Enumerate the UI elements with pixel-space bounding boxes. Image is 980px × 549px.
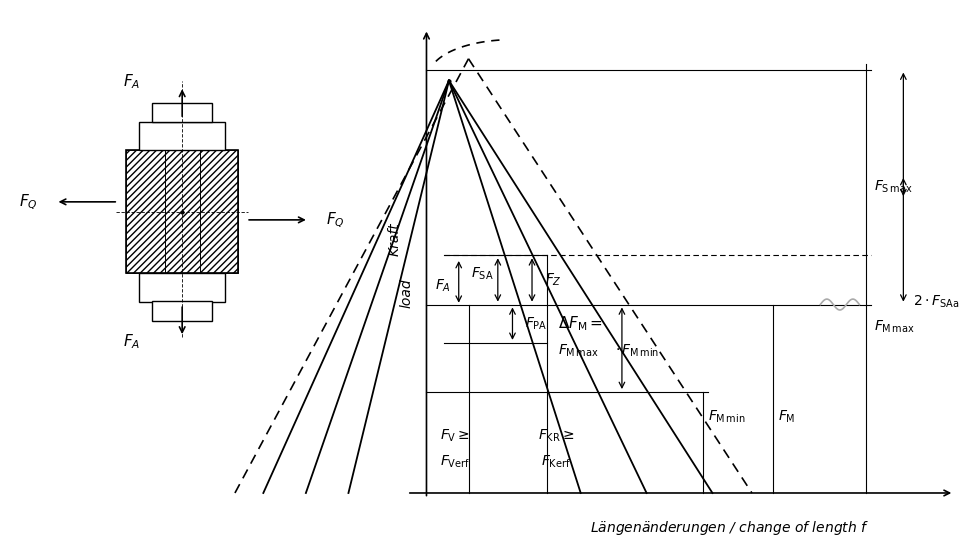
Text: $F_\mathrm{M\,max}$: $F_\mathrm{M\,max}$: [874, 318, 915, 334]
Bar: [152, 103, 213, 122]
Text: $F_\mathrm{SA}$: $F_\mathrm{SA}$: [470, 265, 494, 282]
Text: $F_\mathrm{M\,max}$: $F_\mathrm{M\,max}$: [559, 343, 599, 359]
Bar: [139, 273, 225, 301]
Bar: [126, 150, 238, 273]
Text: $\cdot\, F_\mathrm{M\,min}$: $\cdot\, F_\mathrm{M\,min}$: [615, 343, 660, 359]
Text: $F_\mathrm{KR} \geq$: $F_\mathrm{KR} \geq$: [538, 428, 574, 444]
Text: Kraft: Kraft: [387, 222, 401, 256]
Text: $F_A$: $F_A$: [122, 72, 140, 91]
Text: $F_Q$: $F_Q$: [20, 192, 38, 211]
Text: $F_\mathrm{PA}$: $F_\mathrm{PA}$: [524, 316, 547, 332]
Text: $F_\mathrm{V} \geq$: $F_\mathrm{V} \geq$: [440, 428, 469, 444]
Text: $2 \cdot F_\mathrm{SAa}$: $2 \cdot F_\mathrm{SAa}$: [913, 294, 959, 310]
Text: $F_Q$: $F_Q$: [326, 210, 345, 229]
Text: $F_\mathrm{M\,min}$: $F_\mathrm{M\,min}$: [708, 408, 746, 425]
Bar: [139, 122, 225, 150]
Text: $F_A$: $F_A$: [122, 333, 140, 351]
Text: $F_Z$: $F_Z$: [545, 272, 562, 288]
Bar: [152, 301, 213, 321]
Text: Längenänderungen / change of length $f$: Längenänderungen / change of length $f$: [590, 519, 869, 537]
Bar: [126, 150, 238, 273]
Text: $F_A$: $F_A$: [435, 277, 451, 294]
Text: $F_\mathrm{Kerf}$: $F_\mathrm{Kerf}$: [542, 453, 571, 469]
Text: $F_\mathrm{S\,max}$: $F_\mathrm{S\,max}$: [874, 179, 912, 195]
Text: $F_\mathrm{M}$: $F_\mathrm{M}$: [778, 408, 796, 425]
Text: load: load: [400, 279, 414, 309]
Text: $F_\mathrm{Verf}$: $F_\mathrm{Verf}$: [440, 453, 470, 469]
Text: $\Delta F_\mathrm{M} =$: $\Delta F_\mathrm{M} =$: [559, 315, 604, 333]
